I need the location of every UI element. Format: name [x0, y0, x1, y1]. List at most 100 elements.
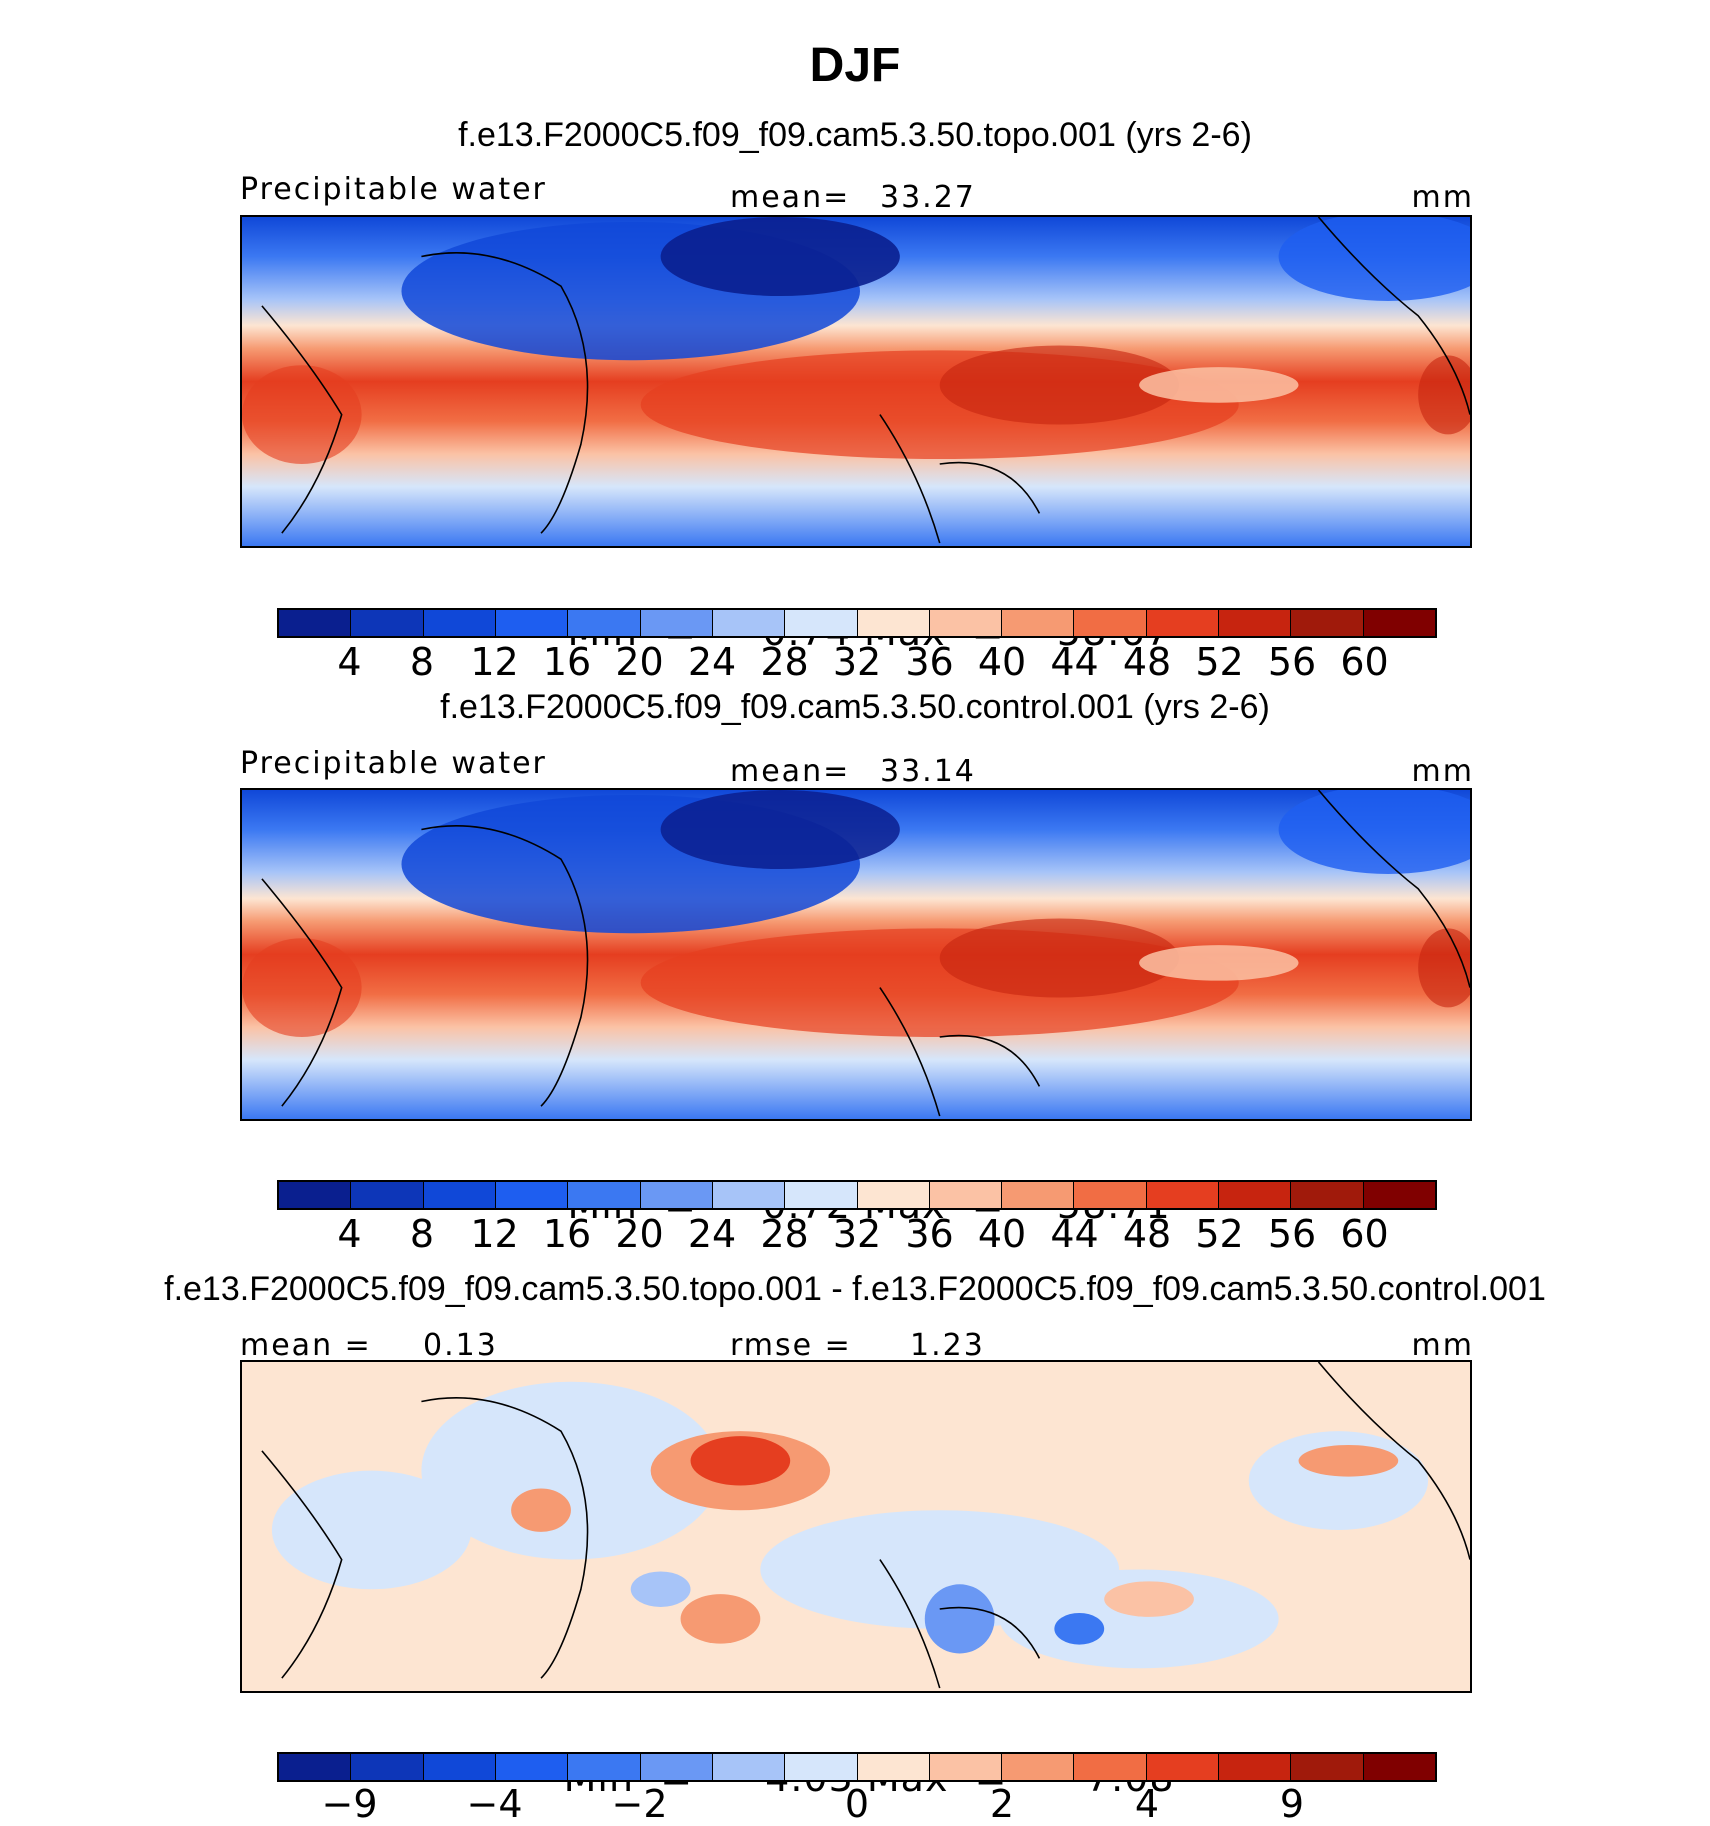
- panel-2-variable-label: Precipitable water: [240, 746, 547, 781]
- panel-3-map: [240, 1360, 1472, 1693]
- panel-2-case-title: f.e13.F2000C5.f09_f09.cam5.3.50.control.…: [440, 688, 1270, 726]
- colorbar-tick-label: 16: [542, 640, 592, 684]
- colorbar-tick-label: 44: [1050, 1212, 1099, 1256]
- colorbar-tick-label: 36: [905, 1212, 954, 1256]
- colorbar-tick-label: 60: [1340, 1212, 1389, 1256]
- panel-2-units: mm: [1411, 754, 1474, 789]
- colorbar-swatch: [279, 1754, 352, 1780]
- colorbar-swatch: [279, 1182, 352, 1208]
- panel-3-rmse-value: 1.23: [910, 1328, 985, 1363]
- colorbar-swatch: [1219, 1754, 1292, 1780]
- colorbar-swatch: [1002, 1754, 1075, 1780]
- panel-1-case-title: f.e13.F2000C5.f09_f09.cam5.3.50.topo.001…: [458, 116, 1252, 154]
- colorbar-swatch: [1002, 610, 1075, 636]
- panel-1-mean-value: 33.27: [880, 180, 976, 215]
- colorbar-tick-label: 24: [687, 1212, 737, 1256]
- colorbar-swatch: [1074, 1754, 1147, 1780]
- colorbar-swatch: [423, 1182, 496, 1208]
- colorbar-tick-label: 20: [615, 640, 664, 684]
- colorbar-tick-label: 48: [1122, 1212, 1172, 1256]
- colorbar-tick-label: 4: [337, 1212, 362, 1256]
- panel-1-variable-label: Precipitable water: [240, 172, 547, 207]
- panel-1-map: [240, 215, 1472, 548]
- colorbar-tick-label: 16: [542, 1212, 592, 1256]
- colorbar-tick-label: 56: [1267, 640, 1317, 684]
- colorbar-tick-label: 12: [470, 1212, 519, 1256]
- colorbar-swatch: [351, 1754, 424, 1780]
- colorbar-swatch: [1146, 610, 1220, 636]
- colorbar-swatch: [1291, 1754, 1364, 1780]
- colorbar-tick-label: 28: [760, 640, 809, 684]
- colorbar-swatch: [640, 1754, 713, 1780]
- colorbar-tick-label: 36: [905, 640, 954, 684]
- colorbar-tick-label: 52: [1195, 640, 1244, 684]
- colorbar-swatch: [1074, 1182, 1147, 1208]
- colorbar-tick-label: 8: [409, 640, 435, 684]
- colorbar-swatch: [640, 1182, 713, 1208]
- colorbar-tick-label: 48: [1122, 640, 1172, 684]
- colorbar-swatch: [1219, 610, 1292, 636]
- colorbar-tick-label: 32: [832, 640, 882, 684]
- colorbar-tick-label: 60: [1340, 640, 1389, 684]
- colorbar-tick-label: 40: [977, 1212, 1027, 1256]
- panel-2-map: [240, 788, 1472, 1121]
- colorbar-swatch: [351, 1182, 424, 1208]
- panel-3-units: mm: [1411, 1328, 1474, 1363]
- panel-2-colorbar-ticks: 4 8 12 16 20 24 28 32 36 40 44 48 52 56 60: [277, 1212, 1437, 1256]
- colorbar-swatch: [495, 610, 569, 636]
- colorbar-swatch: [1291, 610, 1364, 636]
- panel-3-mean-value: 0.13: [423, 1328, 498, 1363]
- panel-1-mean-label: mean=: [730, 180, 851, 215]
- panel-3-colorbar-ticks: −9 −4 −2 0 2 4 9: [277, 1782, 1437, 1826]
- colorbar-swatch: [929, 1754, 1003, 1780]
- colorbar-tick-label: −4: [466, 1782, 523, 1826]
- colorbar-swatch: [1363, 1754, 1435, 1780]
- colorbar-tick-label: 32: [832, 1212, 882, 1256]
- colorbar-swatch: [1363, 1182, 1435, 1208]
- colorbar-swatch: [495, 1754, 569, 1780]
- colorbar-swatch: [857, 1182, 930, 1208]
- colorbar-tick-label: 40: [977, 640, 1027, 684]
- panel-2-mean-label: mean=: [730, 754, 851, 789]
- colorbar-swatch: [568, 1182, 641, 1208]
- colorbar-tick-label: −9: [321, 1782, 378, 1826]
- colorbar-swatch: [712, 1182, 786, 1208]
- colorbar-tick-label: 2: [989, 1782, 1015, 1826]
- colorbar-swatch: [785, 1182, 858, 1208]
- colorbar-tick-label: 20: [615, 1212, 664, 1256]
- panel-1-colorbar: [277, 608, 1437, 638]
- colorbar-tick-label: 24: [687, 640, 737, 684]
- panel-3-mean-label: mean =: [240, 1328, 372, 1363]
- panel-1-units: mm: [1411, 180, 1474, 215]
- colorbar-swatch: [1219, 1182, 1292, 1208]
- colorbar-tick-label: 8: [409, 1212, 435, 1256]
- colorbar-swatch: [1363, 610, 1435, 636]
- colorbar-swatch: [640, 610, 713, 636]
- colorbar-swatch: [423, 610, 496, 636]
- colorbar-tick-label: −2: [611, 1782, 668, 1826]
- colorbar-swatch: [1146, 1754, 1220, 1780]
- colorbar-swatch: [712, 610, 786, 636]
- colorbar-swatch: [423, 1754, 496, 1780]
- colorbar-tick-label: 9: [1279, 1782, 1305, 1826]
- colorbar-swatch: [1002, 1182, 1075, 1208]
- colorbar-tick-label: 52: [1195, 1212, 1244, 1256]
- panel-2-mean-value: 33.14: [880, 754, 976, 789]
- colorbar-swatch: [785, 1754, 858, 1780]
- colorbar-swatch: [279, 610, 352, 636]
- colorbar-swatch: [1146, 1182, 1220, 1208]
- colorbar-swatch: [568, 1754, 641, 1780]
- panel-3-colorbar: [277, 1752, 1437, 1782]
- colorbar-tick-label: 0: [844, 1782, 870, 1826]
- colorbar-swatch: [929, 1182, 1003, 1208]
- panel-2-colorbar: [277, 1180, 1437, 1210]
- colorbar-swatch: [785, 610, 858, 636]
- colorbar-swatch: [351, 610, 424, 636]
- colorbar-tick-label: 56: [1267, 1212, 1317, 1256]
- colorbar-swatch: [857, 610, 930, 636]
- figure-title: DJF: [809, 39, 901, 92]
- colorbar-swatch: [1291, 1182, 1364, 1208]
- colorbar-tick-label: 4: [1134, 1782, 1160, 1826]
- panel-3-case-title: f.e13.F2000C5.f09_f09.cam5.3.50.topo.001…: [164, 1270, 1546, 1308]
- colorbar-tick-label: 28: [760, 1212, 809, 1256]
